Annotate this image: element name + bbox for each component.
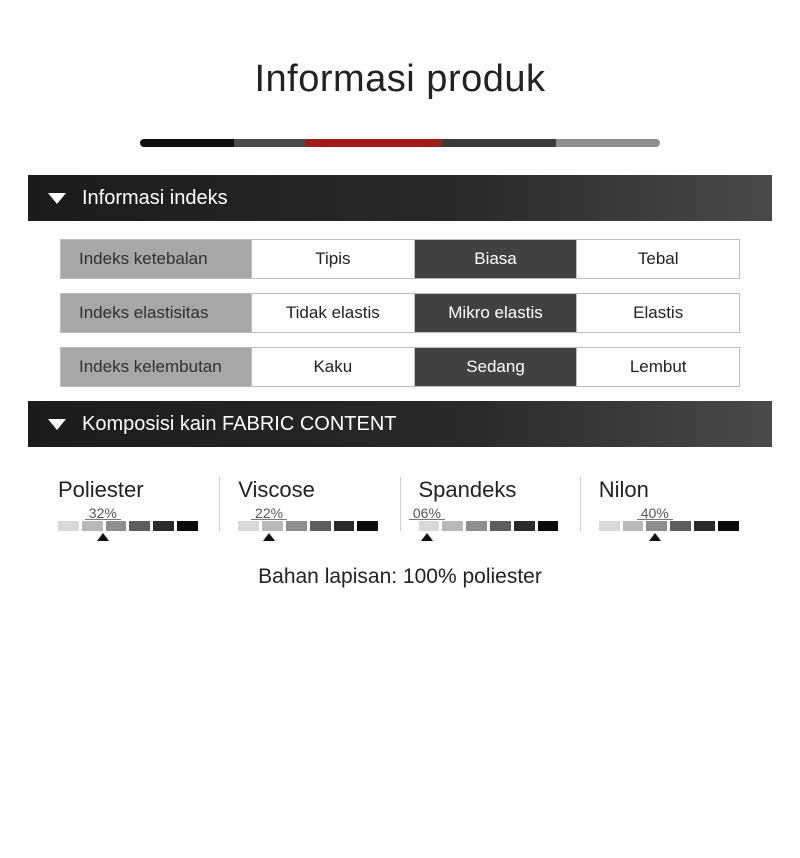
gauge-marker-icon (649, 533, 661, 541)
chevron-down-icon (48, 419, 66, 430)
gauge-segment (718, 521, 739, 531)
index-option: Sedang (414, 348, 577, 386)
fabric-item: Spandeks 06% (400, 477, 580, 531)
fabric-pct-underline (409, 519, 445, 520)
gauge-segment (286, 521, 307, 531)
chevron-down-icon (48, 193, 66, 204)
page-title: Informasi produk (0, 58, 800, 101)
product-info-card: Informasi produk Informasi indeks Indeks… (0, 58, 800, 589)
divider-segment (442, 139, 556, 147)
gauge-segment (538, 521, 559, 531)
gauge-segment (177, 521, 198, 531)
gauge-segment (599, 521, 620, 531)
gauge-segment (129, 521, 150, 531)
fabric-gauge: 22% (238, 521, 378, 531)
index-option: Lembut (576, 348, 739, 386)
index-row-label: Indeks kelembutan (61, 348, 251, 386)
fabric-gauge: 32% (58, 521, 198, 531)
section-header-fabric: Komposisi kain FABRIC CONTENT (28, 401, 772, 447)
gauge-segment (310, 521, 331, 531)
fabric-name: Nilon (599, 477, 742, 503)
gauge-segment (238, 521, 259, 531)
fabric-pct-underline (637, 519, 673, 520)
gauge-segment (646, 521, 667, 531)
gauge-segment (106, 521, 127, 531)
divider-segment (306, 139, 441, 147)
section-header-index-label: Informasi indeks (82, 187, 228, 210)
gauge-marker-icon (263, 533, 275, 541)
fabric-pct-underline (85, 519, 121, 520)
index-option: Mikro elastis (414, 294, 577, 332)
gauge-segment (153, 521, 174, 531)
index-row: Indeks ketebalanTipisBiasaTebal (60, 239, 740, 279)
divider-segment (556, 139, 660, 147)
fabric-item: Poliester 32% (40, 477, 219, 531)
divider-segment (140, 139, 234, 147)
index-option: Biasa (414, 240, 577, 278)
gauge-segment (334, 521, 355, 531)
fabric-item: Nilon 40% (580, 477, 760, 531)
index-row: Indeks kelembutanKakuSedangLembut (60, 347, 740, 387)
index-option: Elastis (576, 294, 739, 332)
index-option: Tidak elastis (251, 294, 414, 332)
fabric-name: Viscose (238, 477, 381, 503)
fabric-pct-underline (251, 519, 287, 520)
fabric-gauge-wrap: 32% (58, 521, 198, 531)
gauge-segment (694, 521, 715, 531)
index-row: Indeks elastisitasTidak elastisMikro ela… (60, 293, 740, 333)
index-option: Kaku (251, 348, 414, 386)
gauge-segment (670, 521, 691, 531)
gauge-segment (82, 521, 103, 531)
fabric-gauge-wrap: 22% (238, 521, 378, 531)
index-option: Tipis (251, 240, 414, 278)
index-row-label: Indeks ketebalan (61, 240, 251, 278)
gauge-segment (466, 521, 487, 531)
gauge-marker-icon (421, 533, 433, 541)
gauge-segment (442, 521, 463, 531)
fabric-name: Poliester (58, 477, 201, 503)
gauge-marker-icon (97, 533, 109, 541)
gauge-segment (490, 521, 511, 531)
gauge-segment (419, 521, 440, 531)
fabric-gauge: 06% (419, 521, 559, 531)
gauge-segment (514, 521, 535, 531)
divider-segment (234, 139, 307, 147)
gauge-segment (623, 521, 644, 531)
fabric-name: Spandeks (419, 477, 562, 503)
accent-divider (140, 139, 660, 147)
fabric-gauge-wrap: 06% (419, 521, 559, 531)
index-table: Indeks ketebalanTipisBiasaTebal Indeks el… (60, 239, 740, 387)
fabric-composition-row: Poliester 32% Viscose 22% Spandeks 06% Nilon 40… (40, 477, 760, 531)
gauge-segment (357, 521, 378, 531)
fabric-gauge: 40% (599, 521, 739, 531)
section-header-index: Informasi indeks (28, 175, 772, 221)
gauge-segment (262, 521, 283, 531)
section-header-fabric-label: Komposisi kain FABRIC CONTENT (82, 413, 397, 436)
gauge-segment (58, 521, 79, 531)
lining-text: Bahan lapisan: 100% poliester (0, 565, 800, 589)
fabric-item: Viscose 22% (219, 477, 399, 531)
fabric-gauge-wrap: 40% (599, 521, 739, 531)
index-row-label: Indeks elastisitas (61, 294, 251, 332)
index-option: Tebal (576, 240, 739, 278)
